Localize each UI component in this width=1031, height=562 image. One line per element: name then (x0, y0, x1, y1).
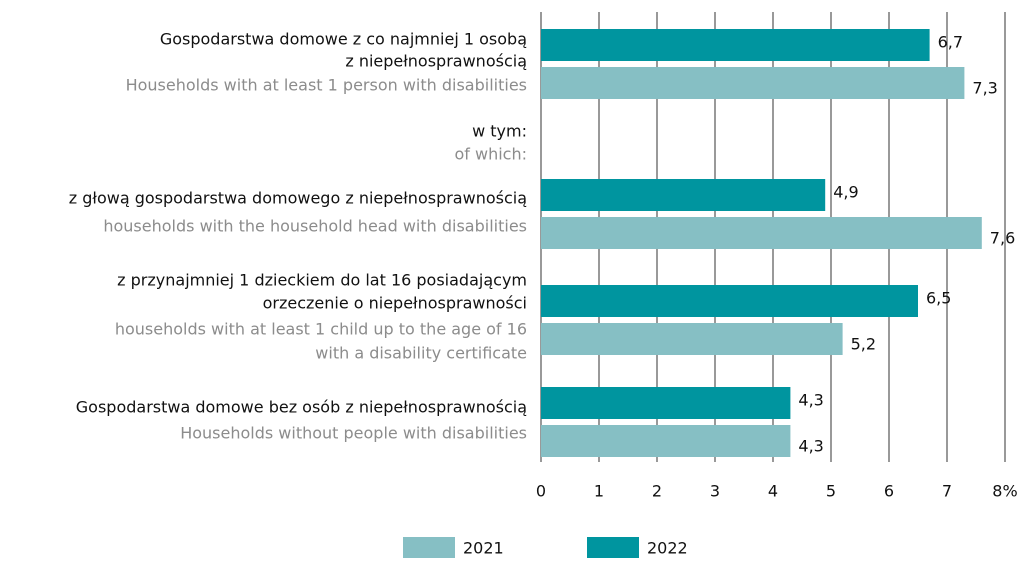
x-tick-label: 8% (992, 482, 1017, 501)
category-translation: Households with at least 1 person with d… (126, 76, 527, 95)
legend-swatch (587, 537, 639, 559)
x-tick-label: 1 (594, 482, 604, 501)
x-tick-label: 0 (536, 482, 546, 501)
category-translation: households with the household head with … (103, 217, 527, 236)
category-label: z głową gospodarstwa domowego z niepełno… (69, 189, 527, 208)
category-label: z przynajmniej 1 dzieckiem do lat 16 pos… (117, 271, 527, 290)
x-tick-label: 2 (652, 482, 662, 501)
value-label: 4,3 (798, 437, 823, 456)
legend-label: 2022 (647, 539, 688, 558)
value-label: 5,2 (851, 335, 876, 354)
category-translation: Households without people with disabilit… (180, 424, 527, 443)
bar (541, 285, 918, 317)
legend-label: 2021 (463, 539, 504, 558)
bar (541, 217, 982, 249)
x-tick-label: 5 (826, 482, 836, 501)
category-label: z niepełnosprawnością (345, 52, 527, 71)
x-tick-label: 7 (942, 482, 952, 501)
category-translation: of which: (454, 145, 527, 164)
bar (541, 179, 826, 211)
x-tick-label: 6 (884, 482, 894, 501)
x-tick-label: 3 (710, 482, 720, 501)
value-label: 6,7 (938, 33, 963, 52)
category-label: Gospodarstwa domowe z co najmniej 1 osob… (160, 30, 527, 49)
x-tick-label: 4 (768, 482, 778, 501)
category-label: orzeczenie o niepełnosprawności (263, 294, 527, 313)
bar (541, 323, 843, 355)
bar (541, 67, 965, 99)
category-label: Gospodarstwa domowe bez osób z niepełnos… (76, 398, 527, 417)
bar (541, 29, 930, 61)
value-label: 4,3 (798, 391, 823, 410)
bar (541, 387, 791, 419)
legend-swatch (403, 537, 455, 559)
bar (541, 425, 791, 457)
category-label: w tym: (472, 122, 527, 141)
value-label: 6,5 (926, 289, 951, 308)
category-translation: with a disability certificate (315, 344, 527, 363)
value-label: 7,6 (990, 229, 1015, 248)
value-label: 7,3 (972, 79, 997, 98)
value-label: 4,9 (833, 183, 858, 202)
category-translation: households with at least 1 child up to t… (115, 320, 527, 339)
